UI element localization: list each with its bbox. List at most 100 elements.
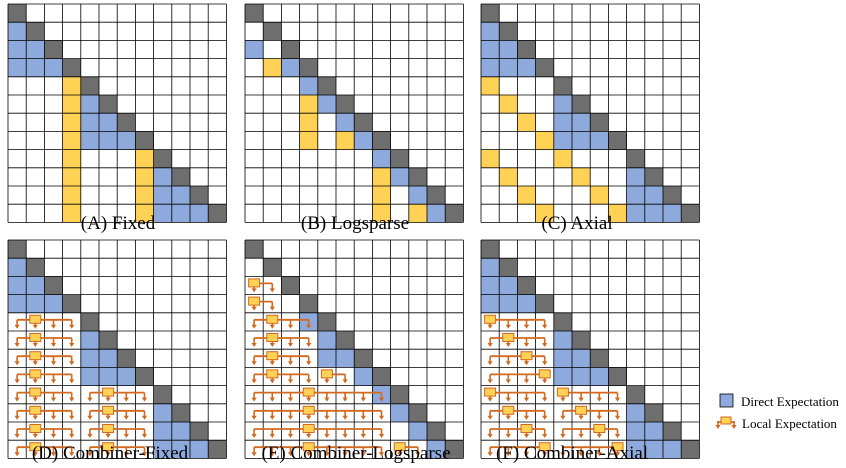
arrow-head bbox=[14, 415, 20, 420]
local-cell bbox=[481, 76, 500, 95]
local-node bbox=[29, 424, 42, 433]
direct-cell bbox=[499, 276, 518, 295]
arrow-head bbox=[505, 324, 511, 329]
local-cell bbox=[481, 149, 500, 168]
local-cell bbox=[553, 149, 572, 168]
direct-cell bbox=[99, 349, 118, 368]
arrow-head bbox=[87, 397, 93, 402]
arrow-head bbox=[560, 434, 566, 438]
arrow-head bbox=[69, 415, 75, 420]
diagonal-cell bbox=[26, 258, 45, 277]
arrow-head bbox=[251, 397, 257, 402]
arrow-head bbox=[560, 452, 566, 457]
local-cell bbox=[372, 167, 391, 186]
arrow-head bbox=[32, 397, 38, 402]
arrow-head bbox=[69, 452, 75, 457]
diagonal-cell bbox=[190, 186, 209, 205]
direct-cell bbox=[572, 113, 591, 132]
direct-cell bbox=[99, 367, 118, 386]
direct-cell bbox=[553, 113, 572, 132]
direct-cell bbox=[80, 367, 99, 386]
local-cell bbox=[499, 95, 518, 114]
local-node bbox=[102, 405, 115, 415]
diagonal-cell bbox=[644, 403, 663, 422]
direct-cell bbox=[390, 403, 409, 422]
direct-cell bbox=[372, 149, 391, 168]
arrow-head bbox=[324, 397, 330, 402]
arrow-head bbox=[378, 397, 385, 402]
direct-cell bbox=[481, 294, 500, 313]
arrow-head bbox=[14, 343, 20, 347]
local-node bbox=[102, 424, 115, 433]
diagonal-cell bbox=[317, 76, 336, 95]
arrow-head bbox=[596, 434, 602, 438]
arrow-head bbox=[32, 415, 38, 420]
direct-cell bbox=[44, 58, 63, 77]
direct-cell bbox=[8, 58, 27, 77]
local-cell bbox=[408, 204, 427, 223]
direct-cell bbox=[481, 58, 500, 77]
arrow-head bbox=[69, 397, 75, 402]
diagonal-cell bbox=[663, 422, 682, 441]
direct-cell bbox=[499, 40, 518, 59]
diagonal-cell bbox=[681, 440, 700, 459]
local-cell bbox=[62, 131, 81, 150]
local-node bbox=[248, 278, 261, 288]
arrow-head bbox=[324, 379, 330, 384]
direct-cell bbox=[80, 131, 99, 150]
local-node bbox=[29, 442, 42, 452]
direct-cell bbox=[354, 131, 373, 150]
diagonal-cell bbox=[208, 204, 227, 223]
local-node bbox=[248, 296, 261, 306]
caption-c: (C) Axial bbox=[541, 213, 613, 234]
arrow-head bbox=[69, 324, 75, 329]
direct-cell bbox=[572, 131, 591, 150]
arrow-head bbox=[32, 343, 38, 347]
local-node bbox=[29, 369, 42, 379]
arrow-head bbox=[50, 361, 57, 366]
arrow-head bbox=[360, 397, 366, 402]
direct-cell bbox=[8, 276, 27, 295]
direct-cell bbox=[26, 58, 45, 77]
arrow-head bbox=[505, 379, 511, 384]
diagonal-cell bbox=[499, 22, 518, 41]
arrow-head bbox=[614, 397, 621, 402]
diagonal-cell bbox=[80, 76, 99, 95]
arrow-head bbox=[87, 434, 93, 438]
arrow-head bbox=[14, 361, 20, 366]
direct-cell bbox=[171, 204, 190, 223]
arrow-head bbox=[269, 288, 275, 293]
local-node bbox=[29, 387, 42, 397]
local-cell bbox=[62, 167, 81, 186]
local-cell bbox=[336, 131, 355, 150]
arrow-head bbox=[14, 434, 20, 438]
direct-cell bbox=[499, 294, 518, 313]
arrow-head bbox=[123, 415, 129, 420]
direct-cell bbox=[80, 349, 99, 368]
panel-a bbox=[7, 3, 227, 223]
local-node bbox=[102, 387, 115, 397]
arrow-head bbox=[251, 379, 257, 384]
arrow-head bbox=[287, 452, 294, 457]
arrow-head bbox=[105, 434, 111, 438]
local-node bbox=[302, 387, 315, 397]
diagonal-cell bbox=[26, 22, 45, 41]
direct-cell bbox=[171, 422, 190, 441]
direct-cell bbox=[99, 113, 118, 132]
local-cell bbox=[62, 149, 81, 168]
arrow-head bbox=[287, 379, 294, 384]
diagonal-cell bbox=[299, 294, 318, 313]
local-cell bbox=[135, 149, 154, 168]
arrow-head bbox=[342, 452, 348, 457]
arrow-head bbox=[487, 397, 493, 402]
diagonal-cell bbox=[80, 312, 99, 331]
diagonal-cell bbox=[481, 240, 500, 259]
arrow-head bbox=[251, 324, 257, 329]
legend bbox=[715, 393, 737, 429]
direct-cell bbox=[99, 131, 118, 150]
arrow-head bbox=[287, 343, 294, 347]
diagonal-cell bbox=[608, 131, 627, 150]
diagonal-cell bbox=[281, 276, 300, 295]
diagonal-cell bbox=[263, 258, 282, 277]
arrow-head bbox=[14, 452, 20, 457]
